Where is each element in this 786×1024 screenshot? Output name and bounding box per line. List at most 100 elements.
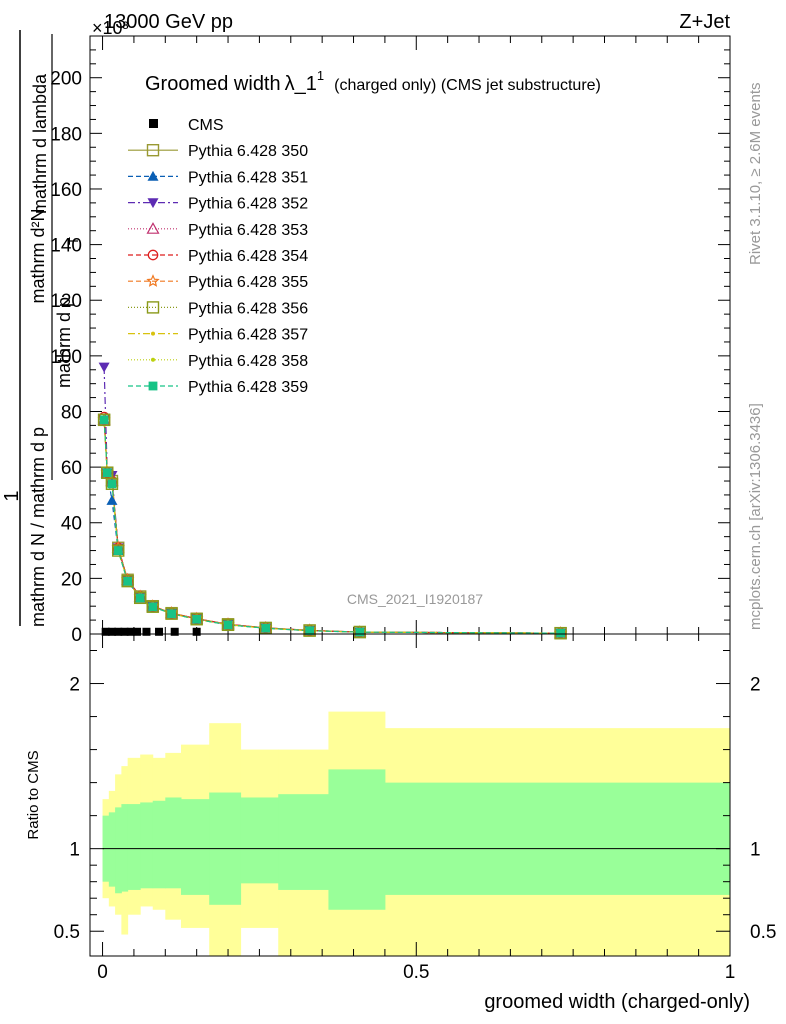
legend-label: Pythia 6.428 353 xyxy=(188,222,308,239)
main-y-tick-label: 180 xyxy=(50,124,82,145)
series-marker xyxy=(102,468,112,478)
plot-title: Groomed width λ_11 (charged only) (CMS jet… xyxy=(145,68,601,95)
series-marker xyxy=(146,274,160,287)
energy-label: 13000 GeV pp xyxy=(104,11,233,33)
series-marker xyxy=(221,618,235,632)
ratio-y-axis: 0.5 0.5 1 1 2 2 xyxy=(54,650,776,943)
ratio-x-axis: 0 0.5 1 xyxy=(97,634,735,983)
ratio-inner-band-segment xyxy=(121,804,129,892)
series-marker xyxy=(192,614,202,624)
series-line-0 xyxy=(103,419,561,634)
legend-item: Pythia 6.428 352 xyxy=(128,196,308,213)
legend-item-cms: CMS xyxy=(149,117,224,134)
legend-item: Pythia 6.428 356 xyxy=(128,300,308,317)
series-marker xyxy=(106,494,118,505)
plot-title-main: Groomed width xyxy=(145,73,281,95)
legend-label: Pythia 6.428 354 xyxy=(188,248,308,265)
series-marker xyxy=(146,600,159,613)
plot-title-superscript: 1 xyxy=(317,68,324,83)
series-marker xyxy=(146,301,160,314)
series-marker xyxy=(107,479,117,489)
series-marker xyxy=(147,249,159,261)
series-line-5 xyxy=(103,419,561,634)
ylabel-denominator-pt: mathrm d p xyxy=(54,297,74,388)
series-line-7 xyxy=(103,419,561,634)
main-y-tick-label: 0 xyxy=(71,625,82,646)
main-plot-frame xyxy=(89,35,731,635)
ylabel-denominator-dp: mathrm d N / mathrm d p xyxy=(28,427,48,627)
legend-item: Pythia 6.428 351 xyxy=(128,169,308,186)
legend-label: Pythia 6.428 352 xyxy=(188,196,308,213)
main-y-tick-label: 120 xyxy=(50,291,82,312)
series-line-1 xyxy=(103,419,561,634)
ratio-y-tick-label-right: 0.5 xyxy=(750,922,776,943)
series-line-4 xyxy=(103,417,561,634)
ratio-bands xyxy=(102,711,731,956)
series-marker xyxy=(165,607,178,620)
series-marker xyxy=(554,626,567,640)
series-marker xyxy=(147,198,159,209)
ratio-inner-band-segment xyxy=(165,797,182,889)
main-y-tick-label: 140 xyxy=(50,236,82,257)
main-y-tick-label: 100 xyxy=(50,347,82,368)
series-marker xyxy=(305,626,315,636)
series-marker xyxy=(146,143,160,157)
series-marker xyxy=(113,546,123,555)
series-marker xyxy=(147,170,159,181)
ratio-inner-band-segment xyxy=(384,782,731,895)
series-marker xyxy=(146,222,160,234)
series-marker xyxy=(151,357,155,362)
main-y-tick-label: 200 xyxy=(50,69,82,90)
cms-point xyxy=(142,627,151,636)
series-marker xyxy=(353,625,367,639)
ratio-inner-band-segment xyxy=(127,804,141,890)
cms-point xyxy=(155,627,164,636)
ylabel-denominator-lambda: mathrm d lambda xyxy=(30,73,50,214)
cms-point xyxy=(120,627,129,636)
legend-label: Pythia 6.428 358 xyxy=(188,353,308,370)
main-y-tick-label: 80 xyxy=(61,402,82,423)
mcplots-label: mcplots.cern.ch [arXiv:1306.3436] xyxy=(747,403,764,630)
ylabel-subscript-t: T xyxy=(66,237,81,245)
series-marker xyxy=(223,620,233,630)
exponent-label: ×10³ xyxy=(92,18,129,38)
plot-title-extra: (charged only) (CMS jet substructure) xyxy=(334,77,601,94)
process-label: Z+Jet xyxy=(679,11,730,33)
main-y-tick-label: 60 xyxy=(61,458,82,479)
legend-marker xyxy=(149,119,158,128)
series-marker xyxy=(121,574,134,588)
ylabel-one: 1 xyxy=(1,490,23,501)
series-marker xyxy=(556,628,565,638)
x-tick-label: 1 xyxy=(725,962,736,983)
series-marker xyxy=(148,381,158,391)
legend-item: Pythia 6.428 355 xyxy=(128,274,308,291)
legend-label: Pythia 6.428 351 xyxy=(188,169,308,186)
main-y-tick-label: 20 xyxy=(61,569,82,590)
cms-point xyxy=(114,627,123,636)
ratio-inner-band-segment xyxy=(180,799,210,895)
legend-item: Pythia 6.428 358 xyxy=(128,353,308,370)
legend: CMS Pythia 6.428 350 Pythia 6.428 351 Pythi… xyxy=(128,117,308,396)
series-marker xyxy=(261,623,271,633)
ratio-inner-band-segment xyxy=(278,794,329,890)
main-series-group xyxy=(97,362,568,640)
ratio-inner-band-segment xyxy=(240,797,279,884)
cms-point xyxy=(170,627,179,636)
main-y-tick-label: 40 xyxy=(61,514,82,535)
series-marker xyxy=(123,576,133,586)
legend-item: Pythia 6.428 359 xyxy=(128,379,308,396)
series-line-8 xyxy=(103,419,561,634)
legend-item: Pythia 6.428 350 xyxy=(128,143,308,160)
cms-point xyxy=(107,627,116,636)
series-marker xyxy=(148,602,158,612)
series-line-6 xyxy=(103,419,561,634)
series-marker xyxy=(167,609,176,619)
series-marker xyxy=(303,624,316,637)
main-y-tick-label: 160 xyxy=(50,180,82,201)
cms-point xyxy=(192,627,201,636)
ratio-y-tick-label: 0.5 xyxy=(54,922,80,943)
series-marker xyxy=(112,544,125,557)
legend-label: Pythia 6.428 350 xyxy=(188,143,308,160)
ratio-y-tick-label-right: 1 xyxy=(750,840,761,861)
